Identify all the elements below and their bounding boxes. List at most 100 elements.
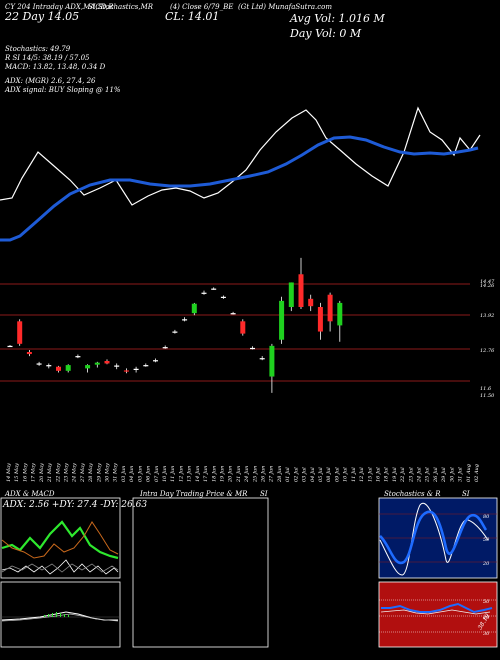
date-tick-label: 11 Jun <box>170 466 176 482</box>
candle-body <box>279 300 285 340</box>
date-tick-label: 19 Jul <box>392 467 398 482</box>
intraday-panel-title-2: SI <box>260 490 268 498</box>
date-tick-label: 25 Jul <box>425 467 431 483</box>
date-tick-label: 14 Jun <box>195 466 201 482</box>
date-tick-label: 20 May <box>39 463 45 483</box>
candle-body <box>201 292 207 294</box>
date-tick-label: 16 May <box>22 463 28 482</box>
candle-body <box>143 365 149 367</box>
date-tick-label: 17 May <box>31 463 37 482</box>
candle-body <box>17 321 23 344</box>
date-tick-label: 30 May <box>105 463 111 482</box>
close-label: CL: 14.01 <box>165 10 220 23</box>
price-line <box>0 106 481 206</box>
candle-body <box>123 370 129 372</box>
adx-signal-readout: ADX signal: BUY Sloping @ 11% <box>5 86 121 94</box>
candle-body <box>259 358 265 360</box>
candle-body <box>104 361 110 364</box>
date-tick-label: 27 May <box>80 463 86 483</box>
candle-body <box>337 302 343 326</box>
candle-body <box>94 362 100 365</box>
candle-body <box>133 368 139 370</box>
candle-body <box>114 365 120 367</box>
date-tick-label: 15 May <box>14 463 20 482</box>
level-label: 13.92 <box>480 313 494 319</box>
candlesticks <box>7 257 343 393</box>
date-tick-label: 04 Jun <box>129 466 135 482</box>
date-tick-label: 22 May <box>55 463 61 483</box>
adx-macd-panel <box>0 497 121 648</box>
candle-body <box>85 365 91 369</box>
date-axis: 14 May 15 May 16 May 17 May 20 May 21 May 22 M… <box>6 463 480 483</box>
date-tick-label: 05 Jun <box>137 466 143 482</box>
header-close-info: (4) Close 6/79_BE <box>170 3 234 11</box>
day-range-label: 22 Day 14.05 <box>5 10 80 23</box>
intraday-panel-title: Intra Day Trading Price & MR <box>140 490 248 498</box>
level-label: 14.47 <box>480 279 495 285</box>
date-tick-label: 01 Aug <box>466 464 472 482</box>
stochastics-rsi-panel <box>378 497 498 648</box>
adx-panel-title: ADX & MACD <box>5 490 55 498</box>
date-tick-label: 03 Jul <box>302 467 308 482</box>
date-tick-label: 28 May <box>88 463 94 483</box>
candle-body <box>220 296 226 298</box>
date-tick-label: 23 May <box>63 463 69 483</box>
candle-body <box>46 365 52 367</box>
candle-body <box>327 294 333 322</box>
date-tick-label: 08 Jul <box>326 467 332 482</box>
date-tick-label: 30 Jul <box>449 467 455 482</box>
candle-body <box>288 282 294 307</box>
candle-body <box>250 347 255 350</box>
moving-average-line <box>0 135 479 242</box>
date-tick-label: 31 Jul <box>458 467 464 482</box>
stochastics-panel-title: Stochastics & R <box>384 490 441 498</box>
level-label: 11.50 <box>480 393 495 399</box>
candle-body <box>240 321 246 334</box>
candle-body <box>172 331 178 333</box>
stochastics-readout: Stochastics: 49.79 <box>5 45 71 53</box>
candle-body <box>56 366 61 371</box>
stochastics-panel-title-2: SI <box>462 490 470 498</box>
candle-body <box>308 298 314 307</box>
date-tick-label: 21 Jun <box>236 466 242 483</box>
adx-readout: ADX: (MGR) 2.6, 27.4, 26 <box>5 77 96 85</box>
date-tick-label: 29 May <box>96 463 102 483</box>
rsi-level-label: 30 <box>483 631 490 637</box>
rsi-level-label: 50 <box>483 599 490 605</box>
date-tick-label: 24 Jul <box>417 467 423 483</box>
candle-body <box>7 345 13 348</box>
candle-body <box>26 352 32 355</box>
date-tick-label: 10 Jul <box>343 467 349 482</box>
level-label: 12.76 <box>480 348 495 354</box>
candle-body <box>269 345 275 377</box>
date-tick-label: 25 Jun <box>252 466 258 483</box>
day-volume-label: Day Vol: 0 M <box>290 27 362 40</box>
date-tick-label: 05 Jul <box>318 467 324 482</box>
date-tick-label: 18 Jul <box>384 467 390 482</box>
candle-body <box>182 319 188 321</box>
candle-body <box>162 347 168 349</box>
adx-panel-values: ADX: 2.56 +DY: 27.4 -DY: 26.63 <box>3 500 148 510</box>
date-tick-label: 21 May <box>47 463 53 483</box>
date-tick-label: 18 Jun <box>211 466 217 482</box>
date-tick-label: 12 Jun <box>178 466 184 482</box>
date-tick-label: 10 Jun <box>162 466 168 482</box>
date-tick-label: 04 Jul <box>310 467 316 482</box>
stoch-level-label: 50 <box>483 537 490 543</box>
date-tick-label: 23 Jul <box>408 467 414 483</box>
candle-body <box>211 288 217 290</box>
date-tick-label: 20 Jun <box>228 466 234 483</box>
date-tick-label: 29 Jul <box>441 467 447 483</box>
date-tick-label: 03 Jun <box>121 466 127 482</box>
candle-body <box>298 274 304 307</box>
date-tick-label: 09 Jul <box>334 467 340 482</box>
header-indicator-list: CY 204 Intraday ADX,MACD,R <box>5 3 114 11</box>
date-tick-label: 19 Jun <box>219 466 225 482</box>
stoch-level-label: 80 <box>483 514 490 520</box>
candle-body <box>317 307 323 332</box>
date-tick-label: 14 May <box>6 463 12 482</box>
date-tick-label: 02 Aug <box>474 464 480 482</box>
date-tick-label: 07 Jun <box>154 466 160 482</box>
date-tick-label: 24 May <box>72 463 78 483</box>
